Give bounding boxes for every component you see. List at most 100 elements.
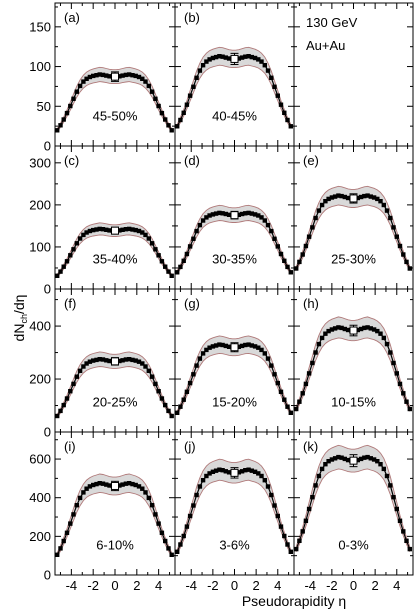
data-point — [204, 59, 209, 64]
data-point — [149, 89, 155, 94]
data-point — [197, 222, 203, 228]
band-upper-edge — [295, 444, 411, 547]
data-point — [166, 123, 171, 128]
band-upper-edge — [176, 204, 292, 271]
x-tick-label: 2 — [372, 578, 379, 593]
midrapidity-marker — [230, 211, 239, 220]
data-point — [239, 211, 245, 217]
midrapidity-marker — [230, 54, 239, 63]
data-point — [64, 110, 70, 116]
data-point — [81, 364, 86, 369]
data-point — [243, 342, 248, 348]
data-point — [316, 341, 322, 347]
data-point — [223, 343, 228, 349]
data-point — [184, 251, 190, 257]
uncertainty-band — [296, 316, 410, 412]
panel-grid: (a) 45-50% 0 50 100 150 (b) 40-45% (c) 35-40% 0 100… — [29, 2, 414, 593]
data-point — [97, 72, 102, 77]
panel-empty — [293, 2, 414, 147]
data-point — [77, 495, 83, 501]
data-point — [397, 243, 403, 249]
data-point — [265, 484, 271, 489]
data-point — [71, 512, 76, 517]
data-point — [375, 328, 380, 334]
band-lower-edge — [295, 204, 411, 271]
data-point — [397, 518, 403, 523]
data-point — [159, 530, 165, 535]
data-point — [249, 343, 254, 348]
data-point — [297, 538, 302, 543]
data-point — [384, 208, 390, 213]
data-point — [200, 218, 206, 223]
data-point — [61, 402, 66, 408]
data-point — [394, 371, 399, 376]
data-point — [117, 358, 122, 364]
centrality-label: 0-3% — [338, 537, 369, 552]
data-point — [74, 89, 79, 94]
panel-a: (a) 45-50% 0 50 100 150 — [29, 2, 176, 154]
data-point — [159, 396, 165, 401]
data-point — [368, 326, 373, 331]
data-point — [378, 462, 383, 467]
data-point — [259, 59, 264, 64]
panel-f: (f) 20-25% 0 200 400 — [29, 288, 176, 440]
data-point — [163, 117, 168, 122]
data-point — [391, 360, 396, 366]
data-point — [84, 361, 89, 366]
data-point — [404, 538, 409, 543]
y-axis-label-tail: /dη — [11, 295, 27, 314]
data-point — [249, 211, 254, 216]
band-lower-edge — [56, 491, 173, 558]
data-point — [294, 406, 299, 412]
data-point — [130, 73, 135, 78]
data-point — [213, 468, 219, 473]
y-axis-label-main: dN — [11, 324, 27, 342]
data-point — [117, 74, 122, 79]
data-point — [181, 533, 186, 539]
data-point — [249, 54, 254, 60]
data-point — [153, 247, 158, 252]
data-point — [282, 110, 287, 115]
data-point — [407, 406, 412, 412]
data-point — [133, 482, 138, 488]
data-point — [156, 389, 161, 394]
data-point — [326, 328, 331, 334]
data-point — [178, 542, 183, 547]
data-point — [156, 521, 161, 526]
data-point — [378, 331, 383, 336]
data-point — [55, 273, 60, 278]
data-point — [81, 79, 86, 84]
data-point — [259, 473, 264, 479]
data-point — [143, 79, 148, 84]
data-point — [358, 194, 364, 200]
data-point — [175, 549, 180, 554]
data-point — [55, 128, 60, 133]
data-point — [336, 454, 341, 460]
data-point — [104, 73, 109, 78]
data-point — [259, 215, 264, 220]
uncertainty-band — [296, 186, 410, 271]
data-point — [127, 481, 132, 486]
data-point — [407, 266, 412, 271]
data-point — [336, 193, 341, 198]
midrapidity-marker — [111, 72, 119, 81]
data-point — [149, 374, 155, 379]
data-point — [133, 358, 138, 363]
data-point — [204, 473, 209, 479]
data-point — [316, 208, 322, 213]
midrapidity-marker — [230, 468, 239, 477]
data-point — [143, 232, 148, 238]
x-tick-label: -2 — [207, 578, 219, 593]
data-point — [226, 344, 232, 349]
data-point — [130, 357, 135, 363]
data-point — [200, 63, 206, 68]
y-tick-label: 100 — [29, 239, 51, 254]
data-point — [197, 484, 203, 489]
centrality-label: 10-15% — [331, 394, 376, 409]
data-point — [345, 327, 351, 333]
data-point — [236, 212, 241, 217]
data-point — [217, 210, 222, 216]
midrapidity-marker — [230, 343, 239, 352]
data-point — [163, 264, 168, 269]
